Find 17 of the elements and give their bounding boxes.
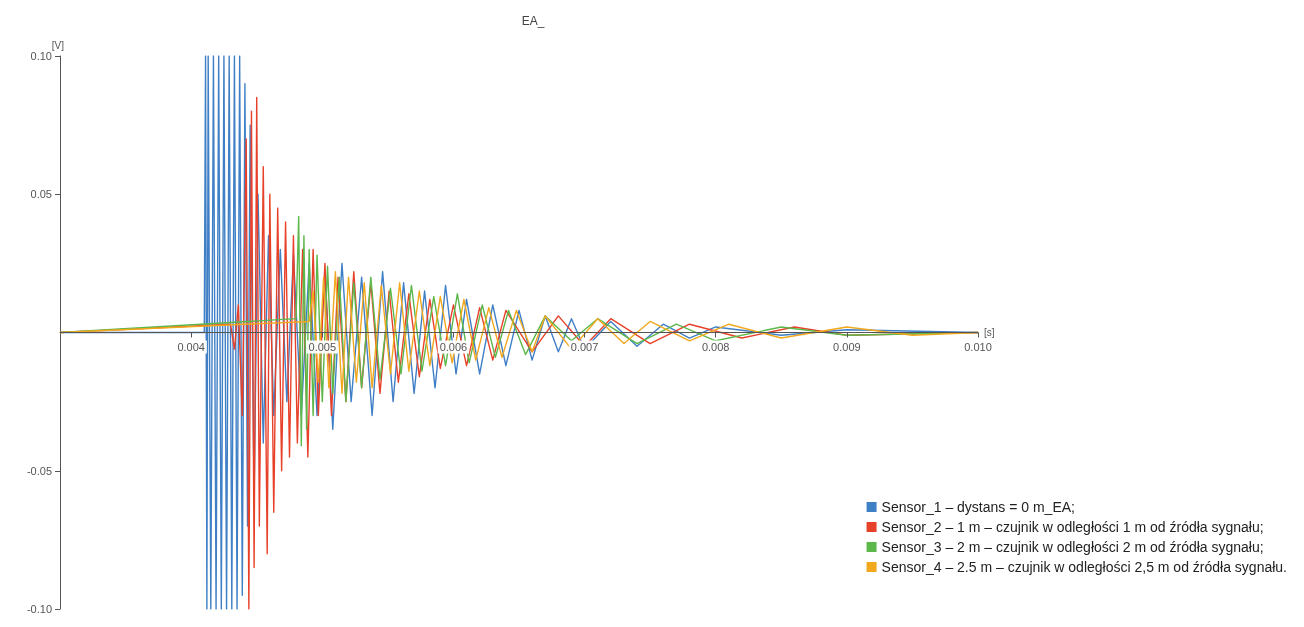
x-axis-title: [s] bbox=[984, 327, 995, 338]
x-tick-label: 0.008 bbox=[701, 341, 730, 353]
x-tick-label: 0.010 bbox=[964, 341, 992, 353]
legend-label: Sensor_3 – 2 m – czujnik w odległości 2 m od źródła sygnału; bbox=[881, 539, 1264, 555]
x-tick-label: 0.006 bbox=[439, 341, 468, 353]
legend-label: Sensor_2 – 1 m – czujnik w odległości 1 m od źródła sygnału; bbox=[881, 519, 1264, 535]
x-tick-label: 0.004 bbox=[177, 341, 205, 353]
legend-label: Sensor_1 – dystans = 0 m_EA; bbox=[881, 499, 1075, 515]
y-tick-label: 0.10 bbox=[30, 50, 52, 62]
y-tick-label: -0.10 bbox=[26, 603, 52, 615]
x-tick-label: 0.009 bbox=[833, 341, 861, 353]
y-tick-label: -0.05 bbox=[26, 464, 52, 477]
y-axis-title: [V] bbox=[51, 39, 65, 51]
x-tick-label: 0.005 bbox=[308, 341, 337, 353]
y-tick-label: 0.05 bbox=[30, 188, 52, 201]
chart-title: EA_ bbox=[521, 14, 545, 28]
legend-label: Sensor_4 – 2.5 m – czujnik w odległości 2,5 m od źródła sygnału. bbox=[881, 559, 1288, 575]
